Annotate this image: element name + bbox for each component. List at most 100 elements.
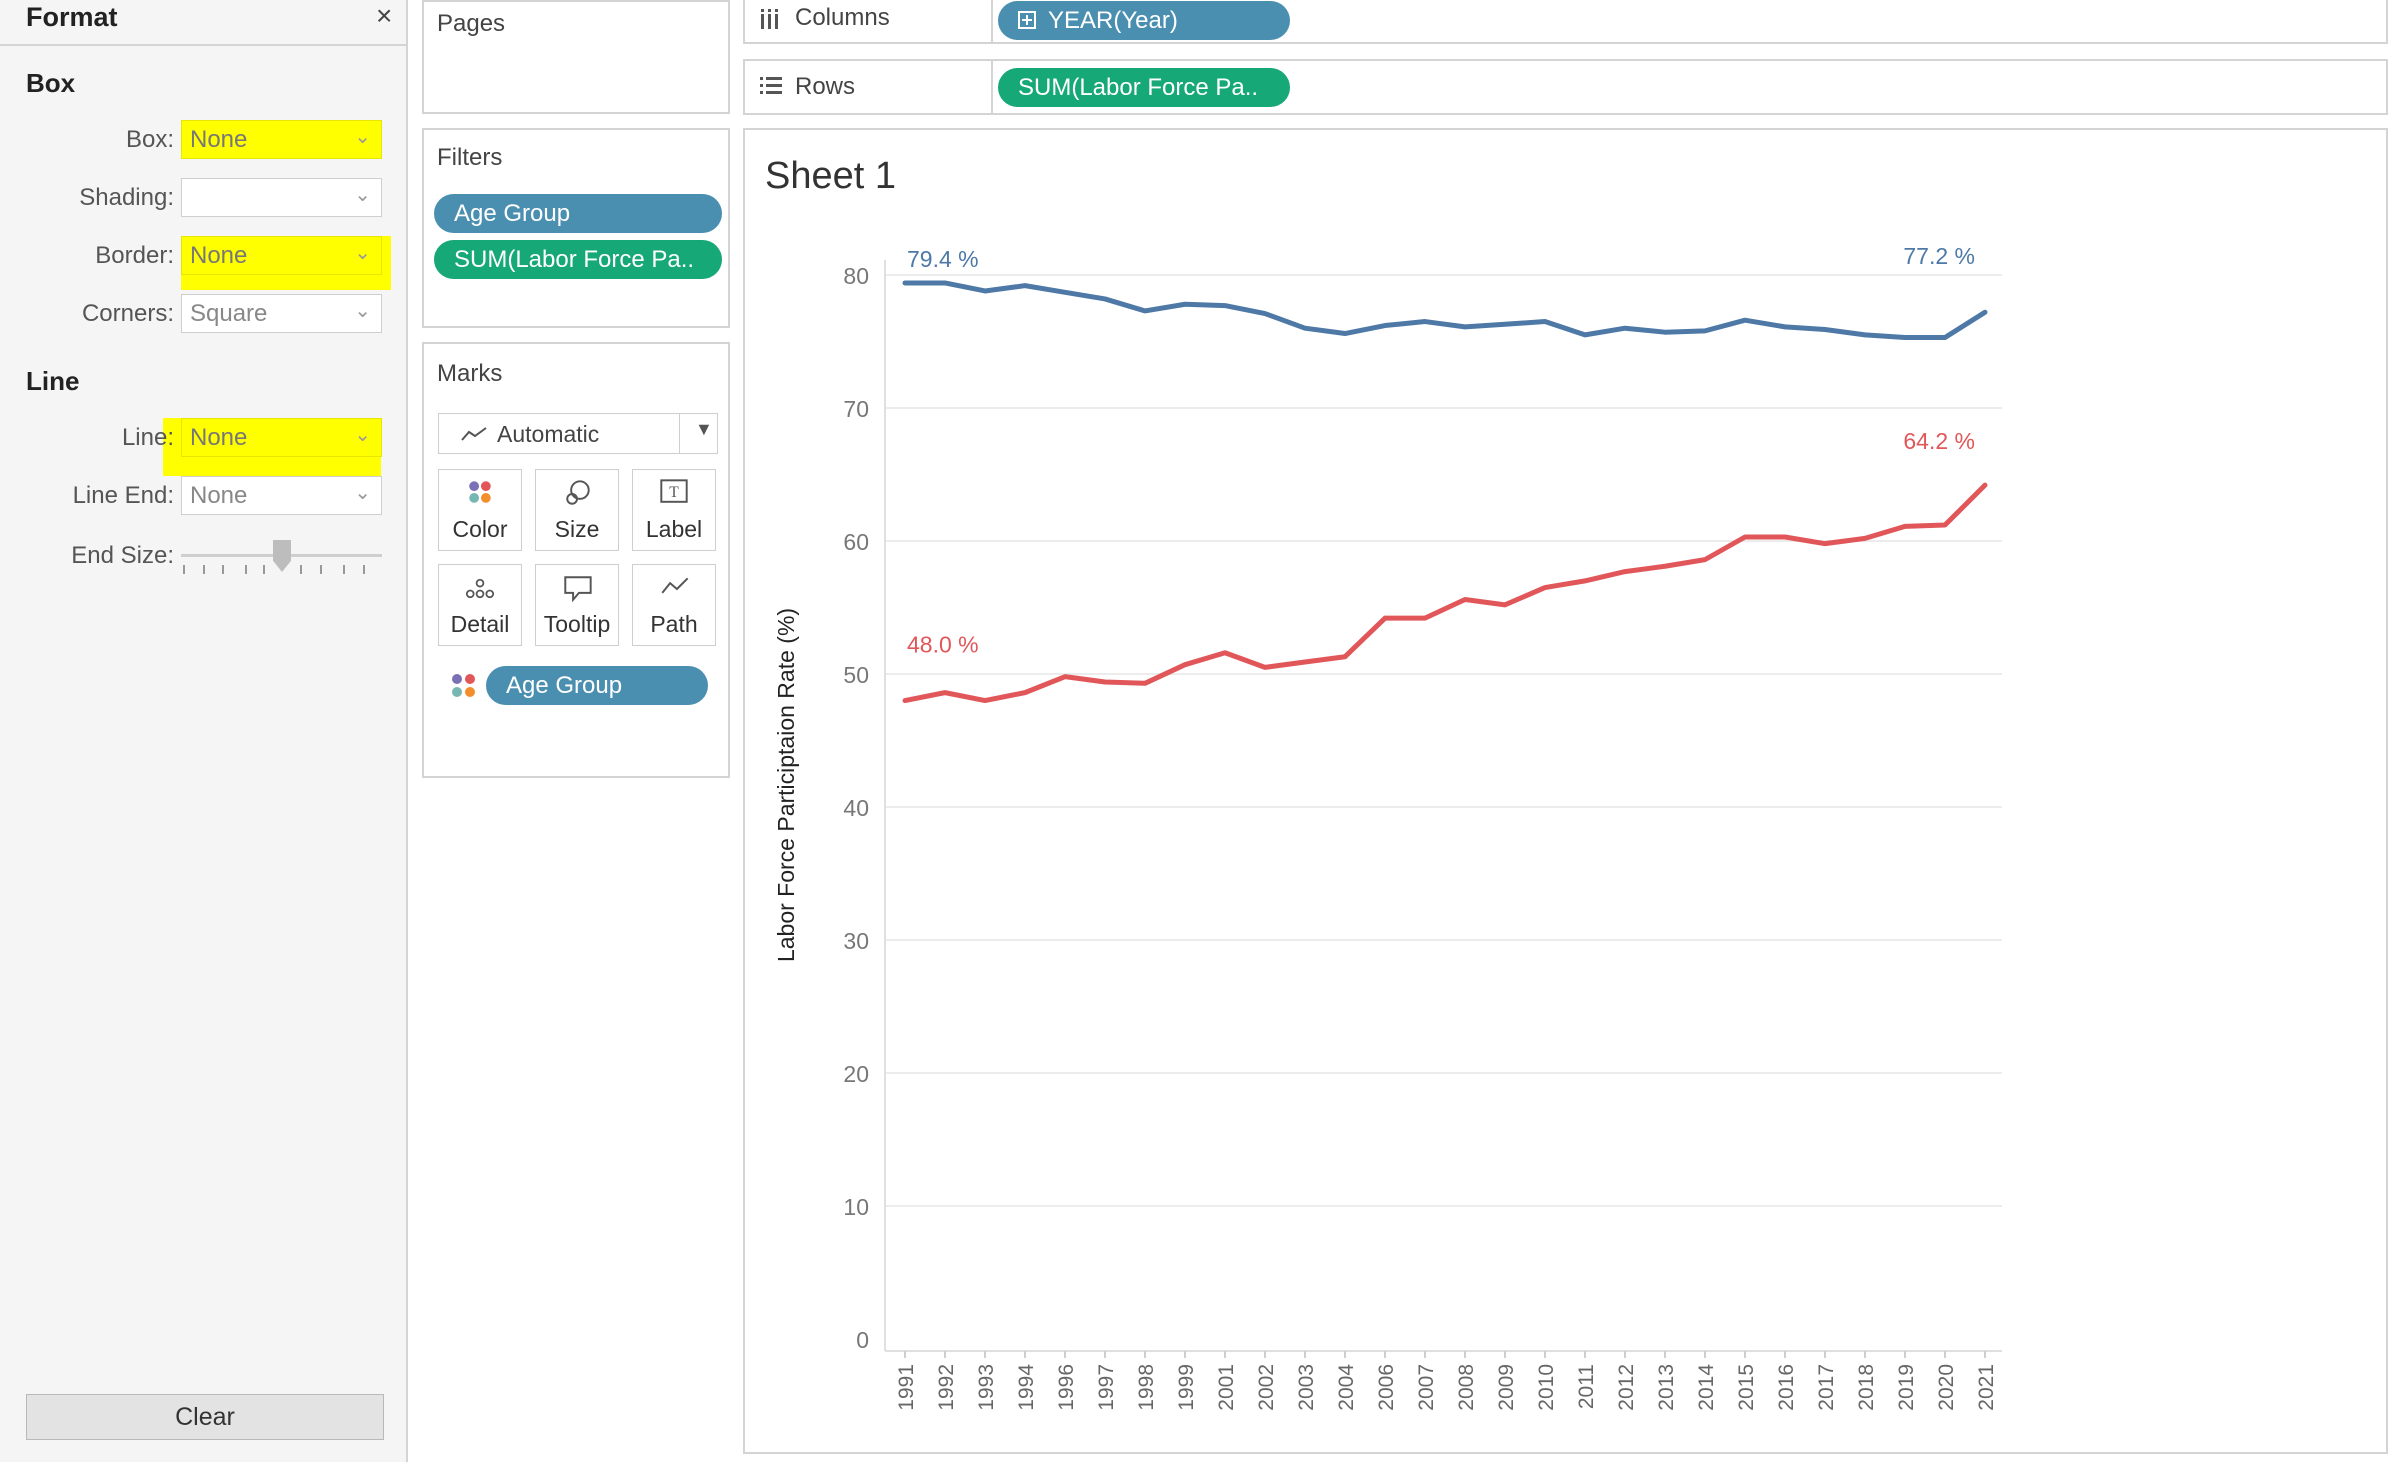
end-size-slider-thumb[interactable] [273,540,291,572]
data-point [1863,536,1867,541]
y-tick-label: 40 [843,795,869,821]
data-point [1983,483,1987,488]
color-field-pill[interactable]: Age Group [486,666,708,705]
filter-pill-labor-force[interactable]: SUM(Labor Force Pa.. [434,240,722,279]
shading-select[interactable]: ⌄ [181,178,382,217]
columns-shelf[interactable]: Columns YEAR(Year) [743,0,2388,44]
x-tick-label: 2020 [1935,1364,1958,1411]
corners-label: Corners: [81,300,174,327]
line-select[interactable]: None ⌄ [181,418,382,457]
data-point [1063,674,1067,679]
border-select[interactable]: None ⌄ [181,236,382,275]
shading-label: Shading: [79,184,174,211]
data-point [903,280,907,285]
data-point [1423,319,1427,324]
rows-pill-measure[interactable]: SUM(Labor Force Pa.. [998,68,1290,107]
chevron-down-icon: ⌄ [354,126,371,148]
line-chart[interactable]: 0 10 20 30 40 50 60 70 80 1991 1992 1993 1994 1996 199… [745,130,2386,1452]
size-button[interactable]: Size [535,469,619,551]
border-label: Border: [95,242,174,269]
clear-button[interactable]: Clear [26,1394,384,1440]
x-tick-label: 2010 [1535,1364,1558,1411]
data-point [1903,335,1907,340]
data-point [1223,303,1227,308]
y-tick-label: 20 [843,1061,869,1087]
box-select[interactable]: None ⌄ [181,120,382,159]
filters-card[interactable]: Filters Age Group SUM(Labor Force Pa.. [422,128,730,328]
x-tick-label: 2001 [1215,1364,1238,1411]
marks-card-title: Marks [437,360,503,387]
x-tick-label: 2014 [1695,1364,1718,1411]
data-point [983,698,987,703]
data-point [1743,535,1747,540]
path-icon [661,577,689,594]
data-point [1263,665,1267,670]
data-point [1823,327,1827,332]
divider [991,61,993,115]
filters-card-title: Filters [437,144,503,171]
box-label: Box: [125,126,174,153]
chevron-down-icon: ⌄ [354,482,371,504]
data-point [1543,319,1547,324]
box-section-heading: Box [26,68,76,98]
filter-pill-age-group[interactable]: Age Group [434,194,722,233]
data-point [1943,335,1947,340]
data-point [1583,332,1587,337]
y-tick-label: 80 [843,263,869,289]
data-point [1183,662,1187,667]
y-tick-label: 70 [843,396,869,422]
data-point [1783,535,1787,540]
columns-pill-year[interactable]: YEAR(Year) [998,1,1290,40]
detail-button[interactable]: Detail [438,564,522,646]
x-tick-label: 2016 [1775,1364,1798,1411]
pages-card[interactable]: Pages [422,0,730,114]
color-icon [469,481,491,503]
slider-tick [245,565,247,574]
slider-tick [363,565,365,574]
x-tick-label: 1997 [1095,1364,1118,1411]
data-point [943,280,947,285]
x-tick-label: 2015 [1735,1364,1758,1411]
rows-icon [760,77,782,94]
close-icon[interactable]: × [376,0,393,31]
rows-shelf[interactable]: Rows SUM(Labor Force Pa.. [743,59,2388,115]
svg-text:T: T [669,484,679,501]
data-point [1623,326,1627,331]
data-point [1343,654,1347,659]
mark-type-value: Automatic [497,421,600,447]
corners-select[interactable]: Square ⌄ [181,294,382,333]
mark-type-dropdown[interactable]: Automatic ▼ [438,413,718,454]
format-pane-title: Format [26,2,118,32]
data-point [1503,602,1507,607]
data-point [943,690,947,695]
divider [679,414,680,453]
size-button-label: Size [554,516,600,542]
line-end-select[interactable]: None ⌄ [181,476,382,515]
label-button[interactable]: T Label [632,469,716,551]
data-point [1903,524,1907,529]
line-section-heading: Line [26,366,80,396]
path-button[interactable]: Path [632,564,716,646]
slider-tick [320,565,322,574]
data-point [983,288,987,293]
detail-icon [465,578,495,599]
sheet-title: Sheet 1 [765,155,896,197]
x-tick-label: 1992 [935,1364,958,1411]
x-tick-label: 2011 [1575,1364,1598,1409]
tooltip-button-label: Tooltip [543,611,611,637]
pages-card-title: Pages [437,10,506,37]
x-tick-label: 2003 [1295,1364,1318,1411]
x-tick-label: 2013 [1655,1364,1678,1411]
slider-tick [203,565,205,574]
chevron-down-icon: ⌄ [354,300,371,322]
data-point [1783,324,1787,329]
line-label: Line: [121,424,174,451]
tooltip-button[interactable]: Tooltip [535,564,619,646]
rows-shelf-label: Rows [795,73,856,100]
data-point [1303,660,1307,665]
size-icon [566,480,590,505]
chevron-down-icon: ⌄ [354,424,371,446]
expand-plus-icon [1018,11,1036,29]
color-button[interactable]: Color [438,469,522,551]
x-tick-label: 2002 [1255,1364,1278,1411]
